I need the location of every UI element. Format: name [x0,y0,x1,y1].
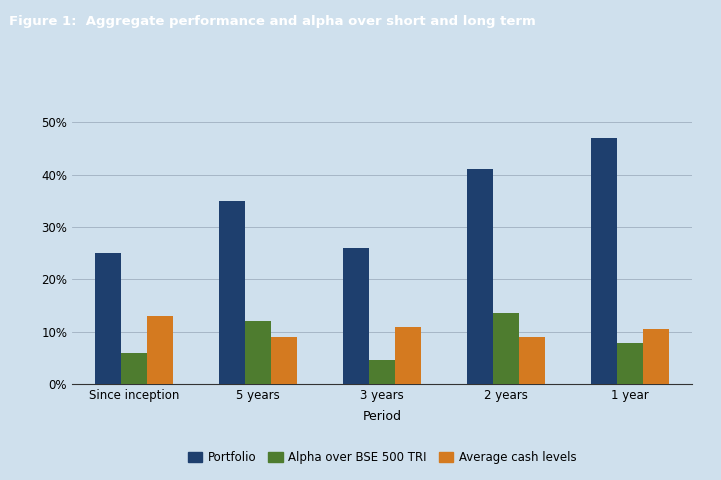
Bar [121,353,147,384]
Bar [519,337,545,384]
Bar [591,138,617,384]
Bar [219,201,245,384]
X-axis label: Period: Period [363,410,402,423]
Bar [369,360,395,384]
Bar [643,329,669,384]
Bar [95,253,121,384]
Bar [245,321,271,384]
Bar [147,316,173,384]
Text: Figure 1:  Aggregate performance and alpha over short and long term: Figure 1: Aggregate performance and alph… [9,15,536,28]
Bar [617,343,643,384]
Bar [271,337,297,384]
Bar [467,169,493,384]
Bar [395,327,421,384]
Bar [493,313,519,384]
Legend: Portfolio, Alpha over BSE 500 TRI, Average cash levels: Portfolio, Alpha over BSE 500 TRI, Avera… [182,445,583,470]
Bar [343,248,369,384]
